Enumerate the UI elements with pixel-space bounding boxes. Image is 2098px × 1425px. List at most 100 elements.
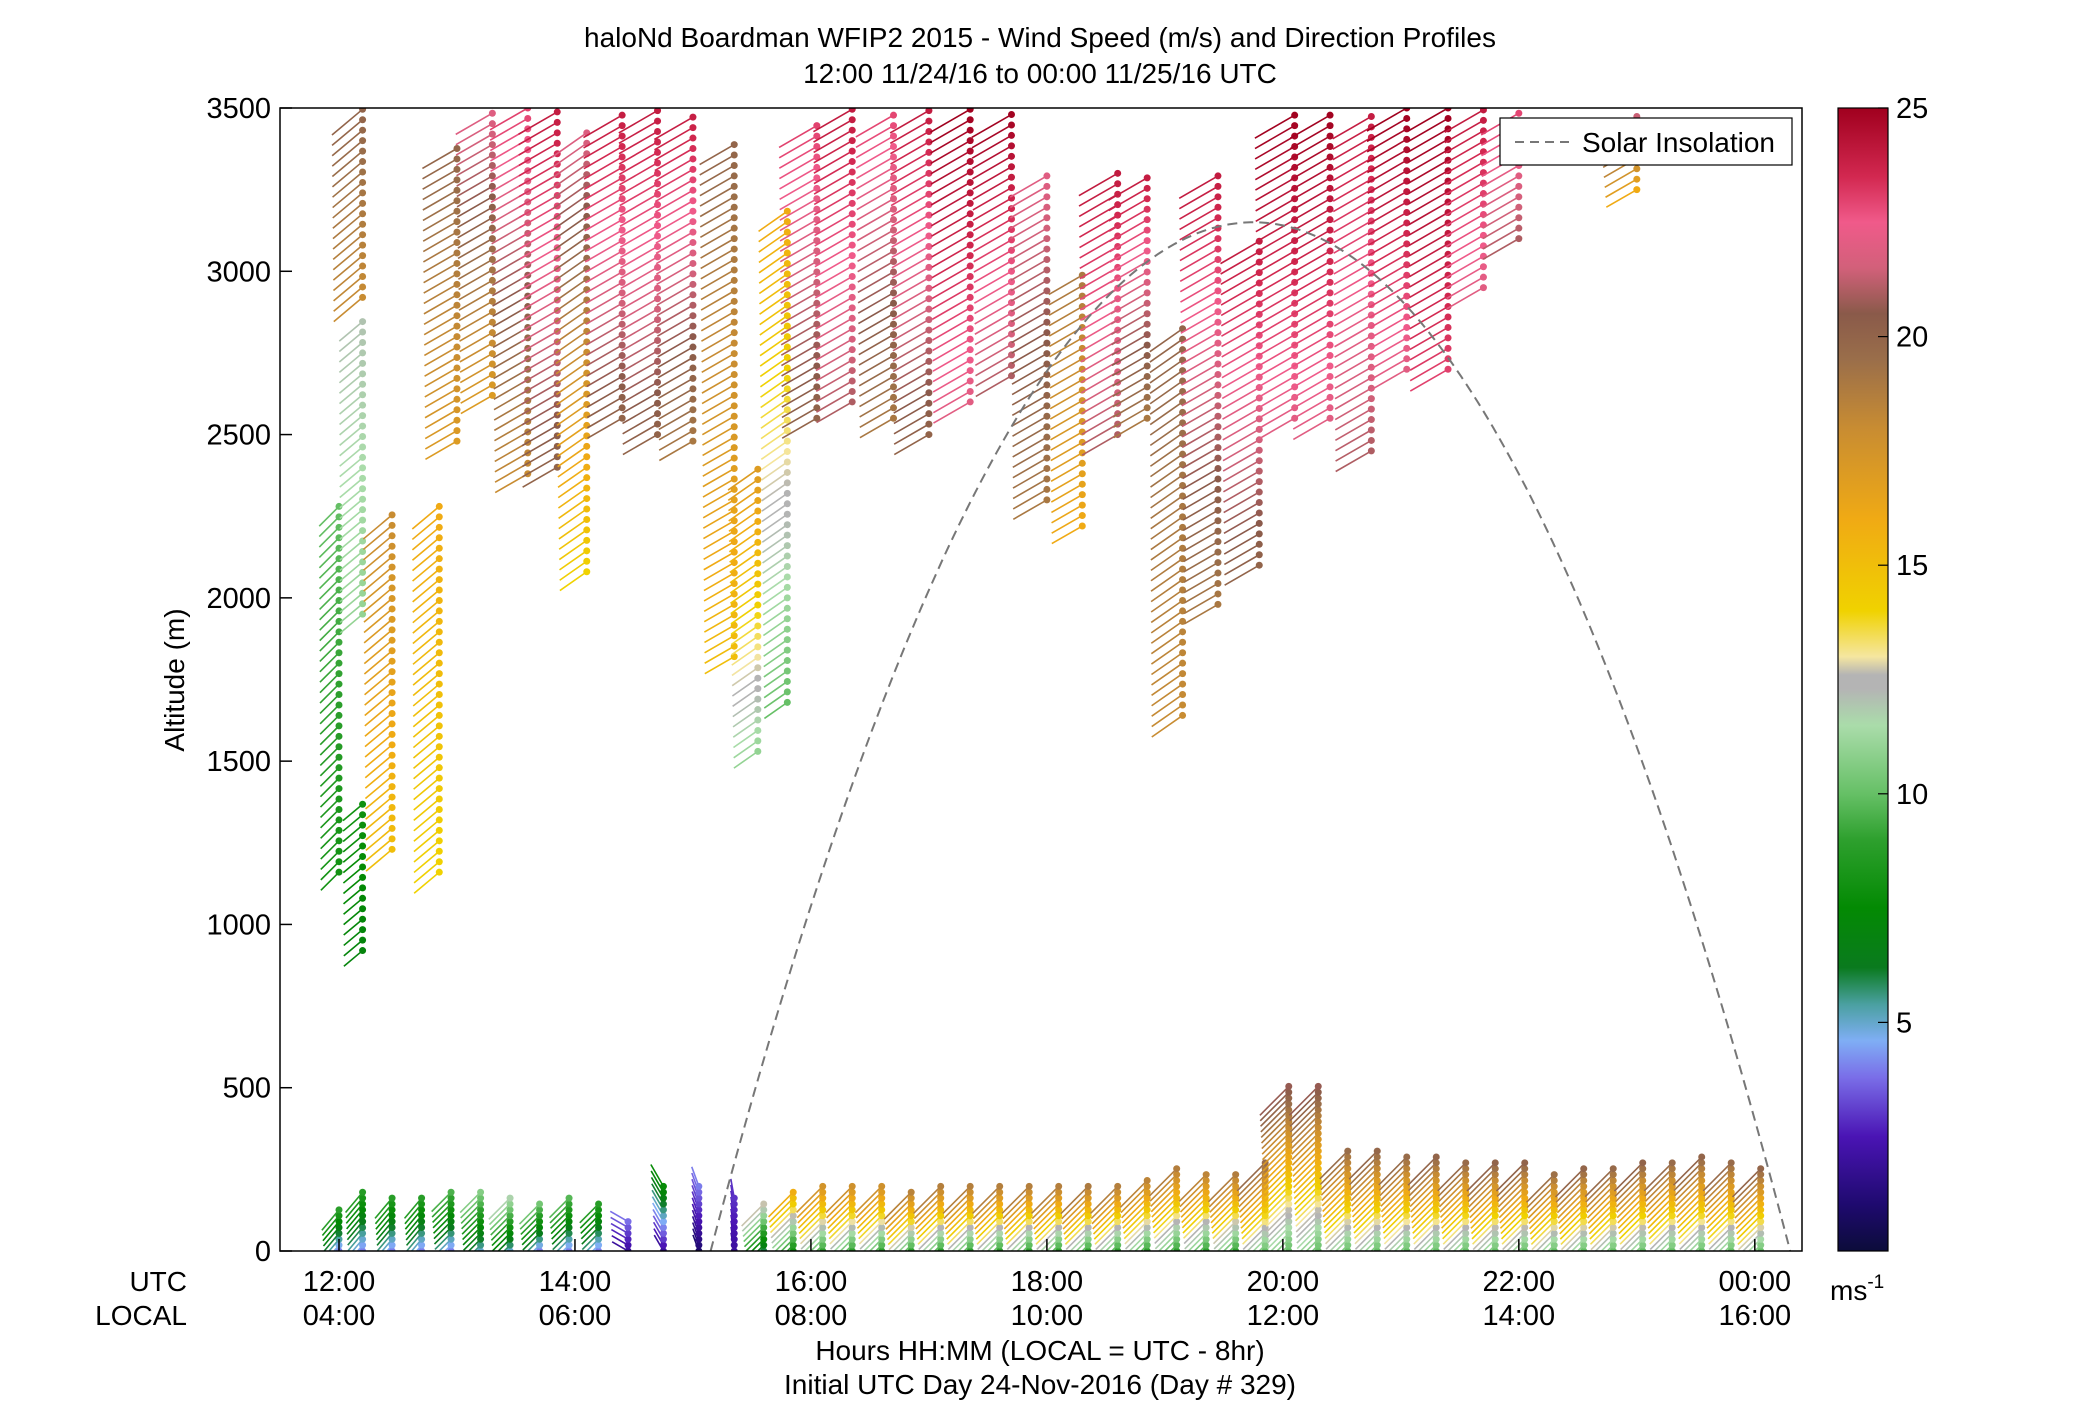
wind-point — [659, 1223, 667, 1231]
wind-barb — [845, 1244, 853, 1251]
wind-barb — [1011, 342, 1048, 365]
wind-profile — [854, 1182, 886, 1251]
wind-point — [359, 926, 367, 934]
wind-point — [1285, 1218, 1293, 1226]
wind-barb — [1149, 349, 1184, 374]
wind-point — [1232, 1206, 1240, 1214]
wind-barb — [1481, 164, 1520, 188]
wind-barb — [1257, 407, 1296, 430]
wind-point — [848, 199, 856, 207]
wind-point — [1025, 1212, 1033, 1220]
wind-barb — [413, 746, 440, 769]
wind-barb — [462, 1226, 482, 1246]
x-tick-label-local: 12:00 — [1247, 1300, 1320, 1332]
wind-barb — [815, 359, 853, 382]
wind-barb — [797, 1197, 824, 1224]
wind-profile — [403, 1194, 426, 1251]
wind-barb — [813, 119, 853, 143]
wind-barb — [585, 292, 623, 315]
wind-point — [1143, 226, 1151, 234]
wind-barb — [1408, 1168, 1437, 1197]
wind-barb — [797, 1203, 824, 1229]
wind-barb — [653, 116, 694, 141]
wind-barb — [759, 367, 788, 388]
wind-barb — [759, 335, 788, 357]
wind-barb — [760, 388, 788, 409]
wind-point — [1668, 1229, 1676, 1237]
wind-point — [813, 226, 821, 234]
wind-point — [435, 502, 443, 510]
wind-point — [1114, 1194, 1122, 1202]
wind-point — [335, 722, 343, 730]
wind-barb — [733, 729, 759, 749]
wind-point — [435, 691, 443, 699]
wind-point — [925, 295, 933, 303]
wind-point — [848, 262, 856, 270]
wind-point — [1255, 467, 1263, 475]
wind-barb — [1150, 526, 1184, 551]
wind-point — [453, 165, 461, 173]
wind-barb — [420, 1250, 422, 1251]
wind-point — [1043, 193, 1051, 201]
wind-point — [925, 316, 933, 324]
wind-barb — [1154, 1221, 1178, 1245]
wind-barb — [1442, 1215, 1467, 1240]
wind-barb — [584, 208, 623, 232]
wind-point — [813, 289, 821, 297]
wind-barb — [1346, 1250, 1348, 1251]
wind-barb — [1208, 1179, 1237, 1208]
wind-point — [890, 184, 898, 192]
wind-point — [1261, 1235, 1269, 1243]
wind-barb — [703, 520, 735, 540]
wind-barb — [974, 301, 1012, 325]
wind-barb — [732, 708, 759, 728]
wind-profile — [1089, 1182, 1122, 1251]
wind-barb — [1445, 213, 1484, 237]
wind-barb — [1237, 1168, 1266, 1197]
wind-barb — [1212, 1221, 1237, 1245]
wind-barb — [859, 1226, 883, 1250]
wind-point — [524, 108, 532, 112]
wind-barb — [521, 362, 558, 385]
wind-point — [1580, 1188, 1588, 1196]
wind-point — [1491, 1212, 1499, 1220]
wind-barb — [1442, 1221, 1467, 1245]
wind-point — [819, 1247, 827, 1251]
wind-barb — [779, 208, 818, 232]
wind-barb — [977, 1226, 1001, 1250]
wind-point — [654, 117, 662, 125]
wind-barb — [1588, 1203, 1614, 1230]
wind-point — [1043, 245, 1051, 253]
wind-barb — [1012, 488, 1048, 510]
wind-barb — [933, 1244, 942, 1251]
wind-barb — [503, 1244, 511, 1251]
wind-barb — [892, 308, 930, 331]
wind-point — [1114, 169, 1122, 177]
wind-barb — [1003, 1203, 1030, 1230]
wind-barb — [813, 139, 853, 164]
wind-point — [1173, 1229, 1181, 1237]
wind-barb — [339, 509, 364, 530]
wind-barb — [1022, 1244, 1030, 1251]
wind-point — [435, 576, 443, 584]
wind-barb — [1319, 1156, 1349, 1185]
wind-point — [388, 793, 396, 801]
wind-barb — [319, 673, 340, 694]
wind-point — [1432, 1194, 1440, 1202]
wind-point — [359, 391, 367, 399]
wind-point — [618, 383, 626, 391]
wind-barb — [412, 599, 440, 624]
wind-point — [1727, 1229, 1735, 1237]
wind-barb — [1466, 1162, 1496, 1192]
wind-point — [1491, 1218, 1499, 1226]
wind-barb — [1635, 1244, 1644, 1251]
wind-point — [388, 636, 396, 644]
wind-point — [1314, 1094, 1322, 1102]
wind-barb — [1150, 495, 1184, 519]
wind-point — [848, 314, 856, 322]
wind-point — [966, 335, 974, 343]
wind-barb — [1257, 365, 1296, 389]
wind-point — [618, 111, 626, 119]
wind-barb — [1152, 1203, 1178, 1229]
wind-point — [1078, 501, 1086, 509]
